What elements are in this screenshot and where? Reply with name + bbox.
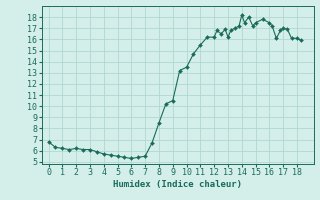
X-axis label: Humidex (Indice chaleur): Humidex (Indice chaleur) <box>113 180 242 189</box>
